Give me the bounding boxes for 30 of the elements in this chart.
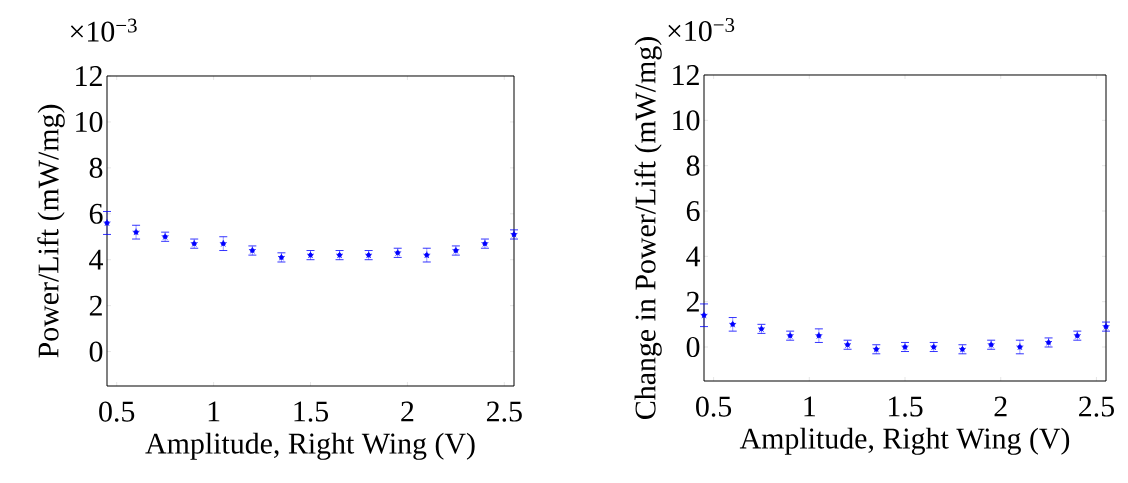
y-tick-label: 0 <box>686 336 700 358</box>
y-tick-label: 0 <box>89 341 103 362</box>
x-tick-label: 1.5 <box>294 401 329 422</box>
y-tick-label: 12 <box>76 66 102 86</box>
y-tick-label: 12 <box>673 65 699 85</box>
x-tick-label: 2.5 <box>1079 396 1114 417</box>
y-tick-label: 10 <box>673 110 700 131</box>
x-tick-label: 1.5 <box>888 396 923 417</box>
x-tick-label: 0.5 <box>99 401 135 422</box>
x-axis-title: Amplitude, Right Wing (V) <box>739 427 1070 455</box>
x-tick-label: 2 <box>994 396 1007 417</box>
y-axis-title: Power/Lift (mW/mg) <box>37 104 65 358</box>
x-tick-label: 1 <box>804 396 815 417</box>
y-tick-label: 8 <box>686 155 700 176</box>
text: ×10$^{−3}$ <box>70 18 137 42</box>
x-axis-title: Amplitude, Right Wing (V) <box>145 432 475 460</box>
x-tick-label: 2.5 <box>486 401 522 422</box>
y-tick-label: 4 <box>89 249 104 270</box>
y-axis-title: Change in Power/Lift (mW/mg) <box>634 37 662 419</box>
x-tick-label: 1 <box>208 401 220 422</box>
y-tick-label: 6 <box>686 200 700 222</box>
y-tick-label: 10 <box>76 111 103 133</box>
text: ×10$^{−3}$ <box>668 17 735 42</box>
y-tick-label: 2 <box>686 291 699 312</box>
y-tick-label: 2 <box>89 295 102 316</box>
x-tick-label: 0.5 <box>696 396 732 417</box>
x-tick-label: 2 <box>401 401 414 422</box>
y-tick-label: 8 <box>89 157 103 178</box>
y-tick-label: 6 <box>89 203 103 224</box>
y-tick-label: 4 <box>686 246 701 267</box>
